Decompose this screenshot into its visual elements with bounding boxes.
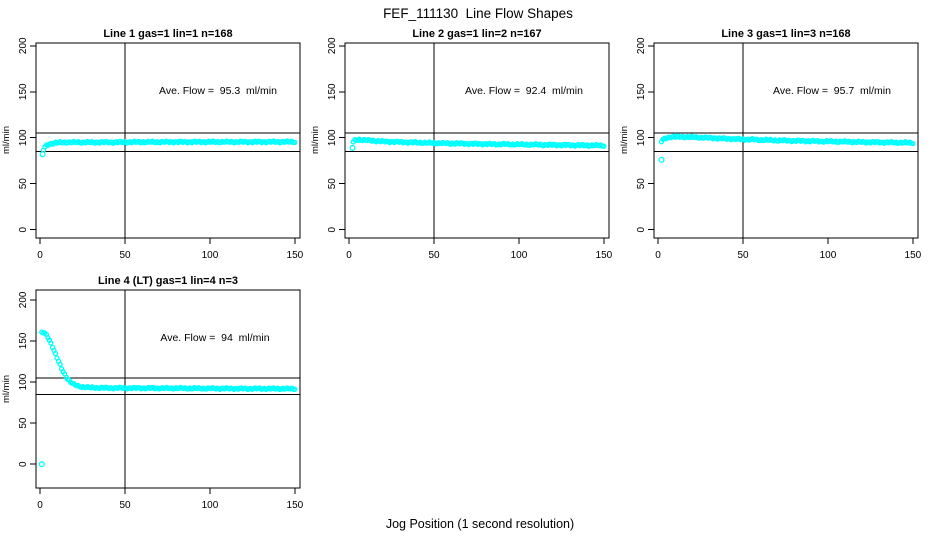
plot-area: 0 50 100 150 0 50 100 150 200: [327, 37, 613, 261]
y-tick-label: 150: [18, 83, 29, 100]
x-tick-label: 150: [287, 500, 304, 511]
y-axis-title: ml/min: [1, 126, 12, 154]
x-tick-label: 0: [37, 500, 43, 511]
flow-point: [601, 143, 607, 149]
plot-border: [35, 289, 301, 489]
x-tick-label: 0: [655, 250, 661, 261]
ave-flow-annotation: Ave. Flow = 92.4 ml/min: [465, 85, 583, 97]
flow-outlier-point: [39, 151, 46, 158]
ave-flow-annotation: Ave. Flow = 95.3 ml/min: [159, 85, 277, 97]
y-axis-title: ml/min: [619, 126, 630, 154]
ave-flow-annotation: Ave. Flow = 95.7 ml/min: [773, 85, 891, 97]
plot-area: 0 50 100 150 0 50 100 150 200: [636, 37, 922, 261]
ave-flow-annotation: Ave. Flow = 94 ml/min: [160, 332, 269, 344]
y-tick-label: 200: [327, 37, 338, 54]
y-tick-label: 0: [18, 461, 29, 467]
panel-line-1: Line 1 gas=1 lin=1 n=168 Ave. Flow = 95.…: [1, 28, 304, 261]
y-tick-label: 50: [327, 178, 338, 190]
x-tick-label: 150: [905, 250, 922, 261]
x-tick-label: 100: [820, 250, 837, 261]
flow-outlier-point: [658, 156, 665, 163]
y-tick-label: 150: [327, 83, 338, 100]
plot-area: 0 50 100 150 0 50 100 150 200: [18, 37, 304, 261]
x-tick-label: 100: [202, 500, 219, 511]
y-tick-label: 200: [18, 37, 29, 54]
flow-point: [910, 140, 916, 147]
panel-title: Line 1 gas=1 lin=1 n=168: [103, 28, 232, 40]
panel-line-3: Line 3 gas=1 lin=3 n=168 Ave. Flow = 95.…: [619, 28, 922, 261]
x-tick-label: 150: [596, 250, 613, 261]
x-tick-label: 0: [346, 250, 352, 261]
x-axis-title: Jog Position (1 second resolution): [386, 517, 574, 531]
x-tick-label: 50: [737, 250, 749, 261]
flow-point: [292, 139, 298, 146]
y-tick-label: 200: [636, 37, 647, 54]
x-tick-label: 100: [511, 250, 528, 261]
y-tick-label: 100: [18, 373, 29, 390]
y-tick-label: 100: [18, 129, 29, 146]
y-tick-label: 100: [636, 129, 647, 146]
y-tick-label: 150: [18, 332, 29, 349]
plot-border: [653, 42, 919, 239]
y-tick-label: 50: [18, 178, 29, 190]
y-tick-label: 50: [636, 178, 647, 190]
flow-points: [38, 329, 298, 468]
panel-line-4-lt: Line 4 (LT) gas=1 lin=4 n=3 Ave. Flow = …: [1, 275, 304, 511]
y-axis-title: ml/min: [1, 375, 12, 403]
panel-line-2: Line 2 gas=1 lin=2 n=167 Ave. Flow = 92.…: [310, 28, 613, 261]
y-tick-label: 0: [18, 227, 29, 233]
x-tick-label: 50: [428, 250, 440, 261]
flow-points: [349, 136, 607, 151]
flow-points: [39, 138, 298, 158]
x-tick-label: 150: [287, 250, 304, 261]
x-tick-label: 100: [202, 250, 219, 261]
y-tick-label: 50: [18, 417, 29, 429]
panel-title: Line 2 gas=1 lin=2 n=167: [412, 28, 541, 40]
flow-point: [57, 361, 63, 367]
flow-outlier-point: [349, 144, 356, 151]
y-tick-label: 100: [327, 129, 338, 146]
plot-border: [344, 42, 610, 239]
panel-title: Line 4 (LT) gas=1 lin=4 n=3: [98, 275, 238, 287]
panel-title: Line 3 gas=1 lin=3 n=168: [721, 28, 850, 40]
x-tick-label: 50: [119, 250, 131, 261]
x-tick-label: 50: [119, 500, 131, 511]
y-tick-label: 150: [636, 83, 647, 100]
flow-outlier-point: [38, 461, 45, 468]
flow-points: [658, 133, 916, 163]
x-tick-label: 0: [37, 250, 43, 261]
y-axis-title: ml/min: [310, 126, 321, 154]
plot-border: [35, 42, 301, 239]
figure-title: FEF_111130 Line Flow Shapes: [383, 6, 573, 21]
y-tick-label: 0: [636, 227, 647, 233]
y-tick-label: 0: [327, 227, 338, 233]
flow-point: [292, 386, 298, 392]
plot-area: 0 50 100 150 0 50 100 150 200: [18, 289, 304, 511]
flow-point: [48, 340, 54, 346]
y-tick-label: 200: [18, 291, 29, 308]
flow-point: [52, 350, 59, 357]
